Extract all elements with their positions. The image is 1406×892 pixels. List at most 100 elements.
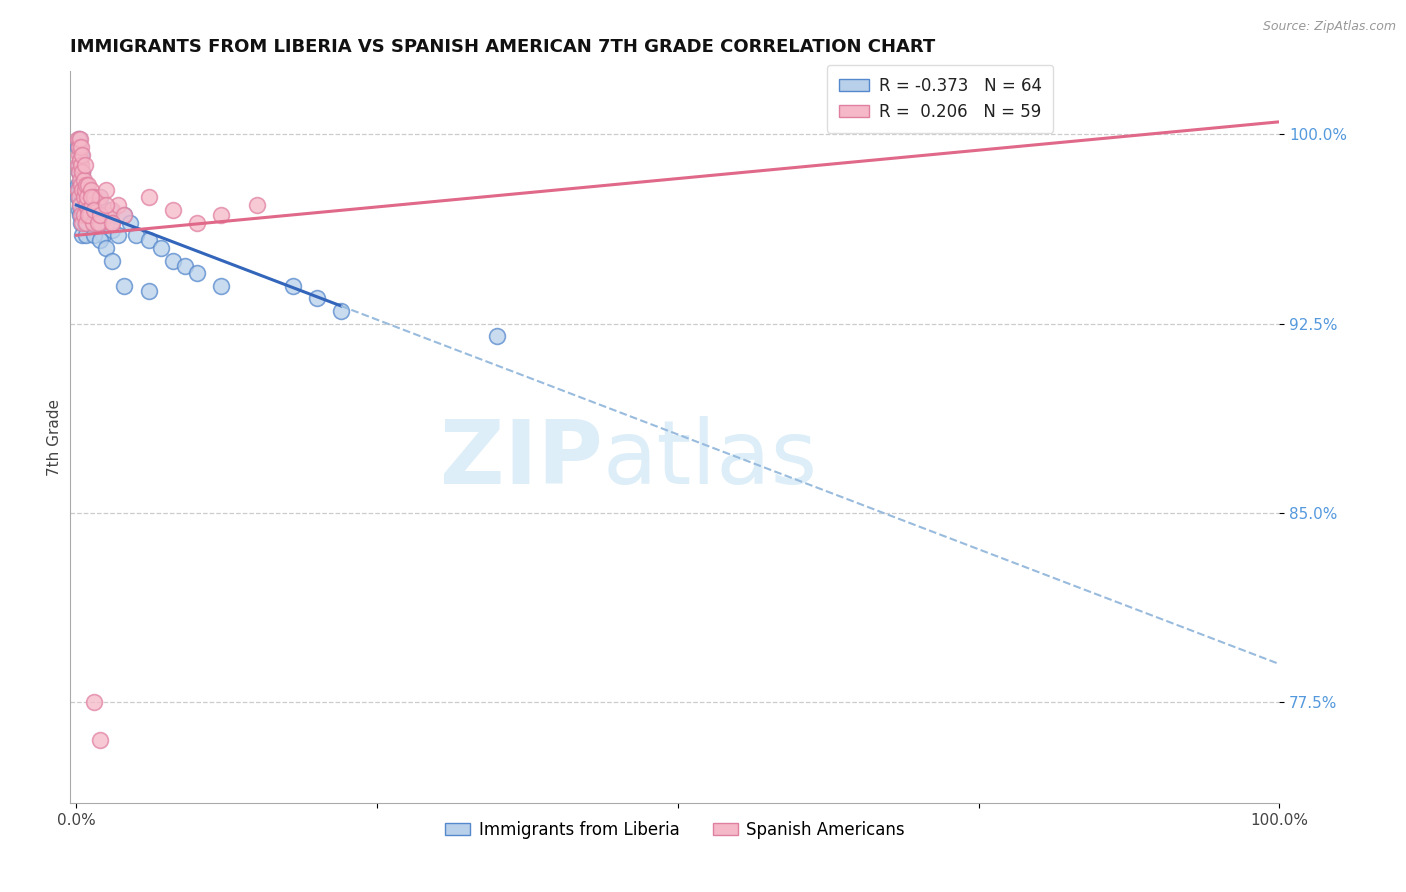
Point (75, 216, 97, 230)
Point (80, 208, 103, 222)
Point (73, 158, 96, 172)
Point (75, 203, 97, 218)
Point (75, 178, 97, 192)
Point (96, 208, 118, 222)
Point (89, 216, 111, 230)
Point (82, 216, 104, 230)
Point (70, 178, 93, 192)
Point (75, 228, 97, 243)
Point (69, 132, 91, 146)
Point (66, 178, 89, 192)
Point (83, 198, 105, 212)
Legend: Immigrants from Liberia, Spanish Americans: Immigrants from Liberia, Spanish America… (439, 814, 911, 846)
Point (96, 216, 118, 230)
Point (76, 208, 98, 222)
Point (73, 216, 96, 230)
Point (80, 183, 103, 197)
Point (72, 173, 94, 187)
Point (330, 304, 353, 318)
Point (98, 203, 121, 218)
Point (67, 203, 90, 218)
Point (209, 278, 232, 293)
Point (107, 228, 129, 243)
Point (87, 216, 110, 230)
Point (66, 140, 89, 154)
Point (83, 203, 105, 218)
Point (486, 329, 509, 343)
Point (89, 190, 111, 204)
Point (66, 183, 89, 197)
Point (149, 241, 172, 255)
Point (69, 190, 91, 204)
Point (186, 216, 208, 230)
Point (305, 291, 328, 305)
Point (76, 190, 98, 204)
Point (114, 208, 136, 222)
Point (87, 198, 110, 212)
Point (67, 165, 90, 179)
Point (80, 190, 103, 204)
Point (69, 153, 91, 167)
Point (138, 284, 160, 298)
Point (162, 203, 184, 218)
Point (114, 278, 136, 293)
Point (83, 228, 105, 243)
Point (67, 158, 90, 172)
Point (138, 190, 160, 204)
Point (73, 183, 96, 197)
Point (186, 266, 208, 280)
Point (66, 190, 89, 204)
Point (70, 183, 93, 197)
Point (69, 153, 91, 167)
Point (173, 259, 195, 273)
Point (69, 173, 91, 187)
Point (77, 216, 100, 230)
Point (77, 198, 100, 212)
Point (69, 208, 91, 222)
Point (67, 132, 90, 146)
Point (72, 203, 94, 218)
Point (89, 732, 111, 747)
Point (101, 216, 124, 230)
Point (72, 190, 94, 204)
Point (101, 203, 124, 218)
Text: atlas: atlas (602, 416, 817, 502)
Point (79, 208, 101, 222)
Point (101, 253, 124, 268)
Point (73, 178, 96, 192)
Point (89, 208, 111, 222)
Point (96, 183, 118, 197)
Point (66, 158, 89, 172)
Point (72, 165, 94, 179)
Point (101, 216, 124, 230)
Point (72, 190, 94, 204)
Point (72, 208, 94, 222)
Point (77, 208, 100, 222)
Point (84, 216, 107, 230)
Point (77, 203, 100, 218)
Point (70, 140, 93, 154)
Point (84, 208, 107, 222)
Point (281, 278, 304, 293)
Point (114, 208, 136, 222)
Point (209, 208, 232, 222)
Point (83, 190, 105, 204)
Point (79, 203, 101, 218)
Point (80, 198, 103, 212)
Point (70, 216, 93, 230)
Text: IMMIGRANTS FROM LIBERIA VS SPANISH AMERICAN 7TH GRADE CORRELATION CHART: IMMIGRANTS FROM LIBERIA VS SPANISH AMERI… (70, 38, 935, 56)
Point (70, 208, 93, 222)
Point (107, 198, 129, 212)
Point (125, 228, 148, 243)
Point (101, 223, 124, 237)
Point (67, 140, 90, 154)
Point (72, 208, 94, 222)
Point (72, 228, 94, 243)
Point (70, 158, 93, 172)
Point (67, 183, 90, 197)
Point (91, 228, 114, 243)
Point (67, 190, 90, 204)
Point (69, 178, 91, 192)
Text: ZIP: ZIP (440, 416, 602, 502)
Point (72, 165, 94, 179)
